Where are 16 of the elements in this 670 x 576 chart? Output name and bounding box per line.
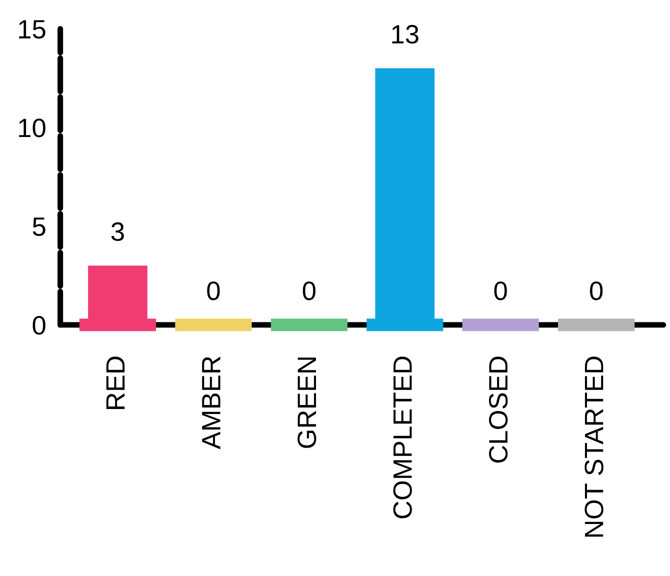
x-tick-label: COMPLETED [393, 356, 412, 518]
x-tick-label: NOT STARTED [584, 356, 604, 537]
x-tick-label: CLOSED [488, 356, 508, 463]
data-label: 0 [302, 282, 316, 300]
data-label: 3 [111, 222, 124, 241]
data-label: 0 [590, 282, 603, 300]
y-tick-label: 10 [19, 118, 46, 138]
y-tick-label: 5 [32, 218, 46, 236]
x-tick-label: RED [106, 356, 125, 409]
x-tick-label: GREEN [298, 358, 316, 448]
x-tick-label: AMBER [202, 356, 220, 450]
y-tick-label: 15 [19, 20, 46, 39]
data-label: 0 [207, 282, 220, 300]
data-label: 0 [494, 282, 507, 300]
y-tick-label: 0 [32, 316, 46, 335]
data-label: 13 [392, 24, 418, 44]
